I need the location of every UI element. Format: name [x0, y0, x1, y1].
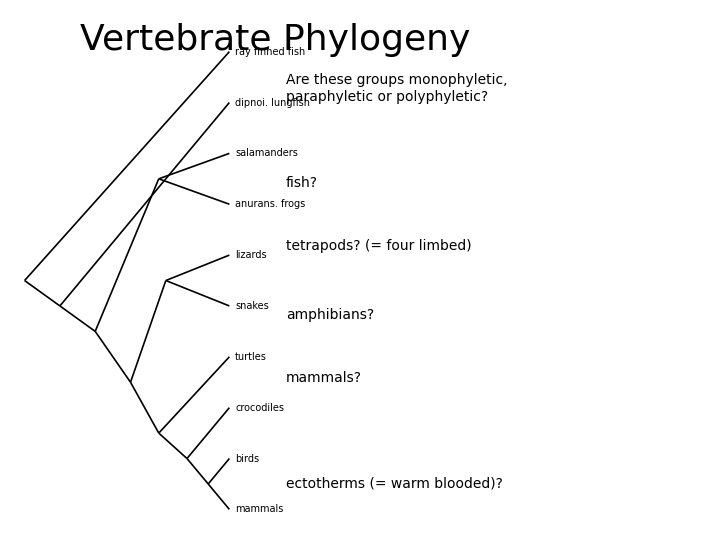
Text: Vertebrate Phylogeny: Vertebrate Phylogeny [80, 23, 470, 57]
Text: amphibians?: amphibians? [286, 308, 374, 322]
Text: fish?: fish? [286, 176, 318, 190]
Text: salamanders: salamanders [235, 148, 298, 158]
Text: tetrapods? (= four limbed): tetrapods? (= four limbed) [286, 239, 472, 253]
Text: birds: birds [235, 454, 259, 463]
Text: anurans. frogs: anurans. frogs [235, 199, 305, 209]
Text: crocodiles: crocodiles [235, 403, 284, 413]
Text: ectotherms (= warm blooded)?: ectotherms (= warm blooded)? [286, 476, 503, 490]
Text: Are these groups monophyletic,
paraphyletic or polyphyletic?: Are these groups monophyletic, paraphyle… [286, 73, 508, 104]
Text: mammals?: mammals? [286, 371, 362, 385]
Text: turtles: turtles [235, 352, 267, 362]
Text: snakes: snakes [235, 301, 269, 311]
Text: dipnoi. lungfish: dipnoi. lungfish [235, 98, 310, 107]
Text: lizards: lizards [235, 250, 266, 260]
Text: ray finned fish: ray finned fish [235, 46, 305, 57]
Text: mammals: mammals [235, 504, 284, 515]
